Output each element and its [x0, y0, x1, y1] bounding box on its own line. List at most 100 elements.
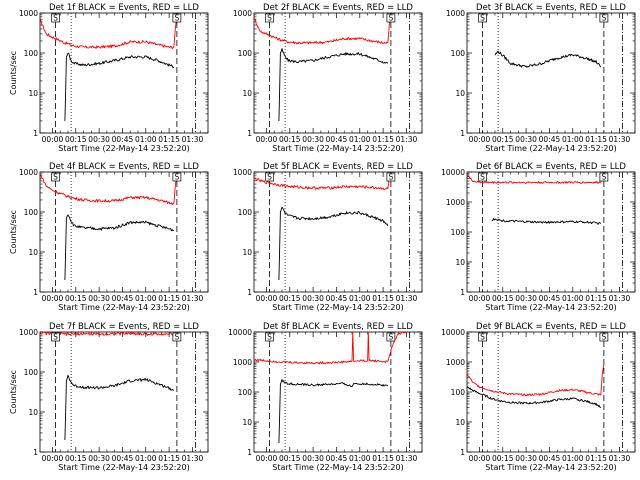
x-tick-label: 00:00: [42, 454, 64, 463]
square-marker: [172, 172, 182, 182]
y-tick-label: 1000: [233, 168, 252, 177]
y-tick-label: 1: [247, 129, 252, 138]
panel-title: Det 5f BLACK = Events, RED = LLD: [263, 162, 413, 172]
x-tick-label: 01:00: [135, 294, 157, 303]
x-tick-label: 01:30: [396, 454, 418, 463]
square-marker-label: S: [267, 173, 272, 182]
panel-det-9f: Det 9f BLACK = Events, RED = LLD 1 10 100 10…: [441, 322, 636, 472]
panel-title: Det 2f BLACK = Events, RED = LLD: [263, 3, 413, 13]
lld-series-line: [466, 172, 606, 184]
panel-title: Det 7f BLACK = Events, RED = LLD: [49, 322, 199, 332]
x-tick-label: 01:15: [158, 454, 180, 463]
y-tick-label: 100: [24, 49, 39, 58]
square-marker: [265, 332, 274, 342]
y-tick-label: 100: [238, 208, 253, 217]
y-tick-label: 100: [451, 228, 466, 237]
x-tick-label: 01:30: [609, 135, 631, 144]
plot-frame: [466, 171, 636, 293]
x-tick-label: 01:00: [562, 454, 584, 463]
square-marker: [265, 172, 274, 182]
y-tick-label: 100: [238, 49, 253, 58]
x-tick-label: 00:15: [492, 294, 514, 303]
y-tick-label: 1000: [19, 9, 38, 18]
y-tick-label: 10: [28, 248, 38, 257]
x-tick-label: 01:00: [349, 294, 371, 303]
plot-frame: [39, 331, 209, 453]
y-tick-label: 1000: [19, 328, 38, 337]
x-tick-label: 01:00: [135, 135, 157, 144]
square-marker-label: S: [389, 173, 394, 182]
x-tick-label: 01:15: [585, 454, 607, 463]
x-tick-label: 00:15: [65, 454, 87, 463]
events-series-line: [466, 385, 602, 409]
panel-det-3f: Det 3f BLACK = Events, RED = LLD 1 10 100 10…: [446, 3, 636, 153]
square-marker-label: S: [267, 14, 272, 23]
x-tick-label: 00:45: [112, 135, 134, 144]
y-tick-label: 1000: [446, 358, 465, 367]
lld-series-line: [253, 13, 392, 45]
panel-det-5f: Det 5f BLACK = Events, RED = LLD 1 10 100 10…: [233, 162, 423, 312]
x-axis-label: Start Time (22-May-14 23:52:20): [58, 303, 189, 312]
x-tick-label: 01:00: [349, 454, 371, 463]
panel-det-7f: Det 7f BLACK = Events, RED = LLD 1 10 100 10…: [9, 322, 209, 472]
square-marker: [478, 172, 487, 182]
x-tick-label: 00:45: [326, 294, 348, 303]
x-axis-label: Start Time (22-May-14 23:52:20): [272, 144, 403, 153]
x-tick-label: 00:00: [42, 135, 64, 144]
square-marker-label: S: [480, 333, 485, 342]
x-tick-label: 00:00: [469, 294, 491, 303]
y-tick-label: 10: [455, 418, 465, 427]
x-tick-label: 00:45: [112, 294, 134, 303]
x-tick-label: 00:00: [256, 135, 278, 144]
y-tick-label: 1: [33, 129, 38, 138]
x-tick-label: 01:30: [182, 454, 204, 463]
plot-frame: [39, 12, 209, 134]
x-tick-label: 00:45: [539, 294, 561, 303]
x-tick-label: 01:15: [585, 135, 607, 144]
x-tick-label: 00:15: [279, 294, 301, 303]
y-tick-label: 10: [455, 258, 465, 267]
lld-series-line: [466, 363, 605, 397]
x-tick-label: 00:30: [515, 135, 537, 144]
square-marker: [386, 172, 396, 182]
y-tick-label: 100: [238, 388, 253, 397]
x-tick-label: 01:00: [562, 135, 584, 144]
square-marker: [172, 332, 182, 342]
x-axis-label: Start Time (22-May-14 23:52:20): [485, 144, 616, 153]
events-series-line: [64, 374, 174, 441]
panel-title: Det 1f BLACK = Events, RED = LLD: [49, 3, 199, 13]
y-tick-label: 1: [460, 448, 465, 457]
x-tick-label: 00:15: [492, 454, 514, 463]
x-tick-label: 00:00: [256, 454, 278, 463]
y-tick-label: 1000: [233, 9, 252, 18]
square-marker-label: S: [53, 14, 58, 23]
square-marker-label: S: [602, 333, 607, 342]
square-marker: [599, 332, 609, 342]
panel-title: Det 4f BLACK = Events, RED = LLD: [49, 162, 199, 172]
plot-frame: [39, 171, 209, 293]
x-tick-label: 00:00: [256, 294, 278, 303]
y-tick-label: 1000: [446, 198, 465, 207]
x-tick-label: 00:15: [279, 454, 301, 463]
panel-title: Det 3f BLACK = Events, RED = LLD: [476, 3, 626, 13]
square-marker-label: S: [389, 333, 394, 342]
plot-frame: [253, 12, 423, 134]
panel-title: Det 9f BLACK = Events, RED = LLD: [476, 322, 626, 332]
x-tick-label: 01:15: [372, 294, 394, 303]
square-marker: [265, 13, 274, 23]
x-axis-label: Start Time (22-May-14 23:52:20): [58, 463, 189, 472]
x-tick-label: 00:15: [279, 135, 301, 144]
x-tick-label: 01:00: [562, 294, 584, 303]
y-tick-label: 1: [247, 448, 252, 457]
y-tick-label: 10: [28, 89, 38, 98]
events-series-line: [64, 214, 175, 281]
lld-series-line: [39, 14, 178, 50]
y-tick-label: 100: [24, 368, 39, 377]
x-tick-label: 00:30: [302, 135, 324, 144]
y-tick-label: 10000: [228, 328, 252, 337]
y-tick-label: 1: [460, 129, 465, 138]
x-tick-label: 00:45: [326, 135, 348, 144]
events-series-line: [278, 48, 389, 122]
x-tick-label: 00:30: [515, 454, 537, 463]
